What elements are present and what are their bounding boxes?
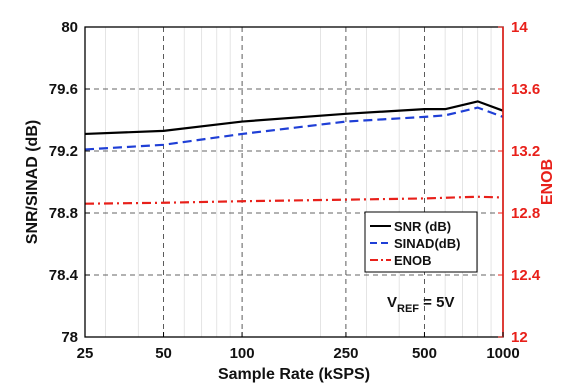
x-tick-label: 100 [230,345,255,362]
x-tick-label: 250 [333,345,358,362]
y-right-tick-label: 12.8 [511,205,540,222]
x-tick-label: 25 [77,345,94,362]
y-axis-left-title: SNR/SINAD (dB) [24,120,41,244]
enob-line [84,195,504,205]
y-axis-right-title: ENOB [539,159,556,205]
snr-line [84,100,504,136]
legend: SNR (dB) SINAD(dB) ENOB [364,211,478,273]
y-left-tick-label: 78.8 [49,205,78,222]
series-layer [84,100,504,205]
vref-value: = 5V [419,294,454,311]
y-right-tick-label: 12.4 [511,267,541,284]
vref-annotation: VREF = 5V [387,294,454,315]
y-left-tick-label: 78.4 [49,267,79,284]
grid [85,27,503,337]
vref-main: V [387,294,397,311]
x-axis-title: Sample Rate (kSPS) [218,366,370,383]
vref-subscript: REF [397,303,419,315]
y-right-tick-label: 14 [511,19,528,36]
legend-label-snr: SNR (dB) [394,219,451,234]
y-right-tick-label: 12 [511,329,528,346]
sinad-line [84,106,504,151]
y-left-tick-label: 80 [61,19,78,36]
legend-label-enob: ENOB [394,253,432,268]
y-left-tick-label: 79.6 [49,81,78,98]
x-tick-label: 50 [155,345,172,362]
x-tick-label: 1000 [486,345,519,362]
y-left-tick-label: 78 [61,329,78,346]
ticks-layer: 25 50 100 250 500 1000 78 12 78.4 12.4 78.8 12.8 79.… [49,19,541,362]
y-right-tick-label: 13.2 [511,143,540,160]
x-tick-label: 500 [412,345,437,362]
y-right-tick-label: 13.6 [511,81,540,98]
y-left-tick-label: 79.2 [49,143,78,160]
legend-label-sinad: SINAD(dB) [394,236,460,251]
